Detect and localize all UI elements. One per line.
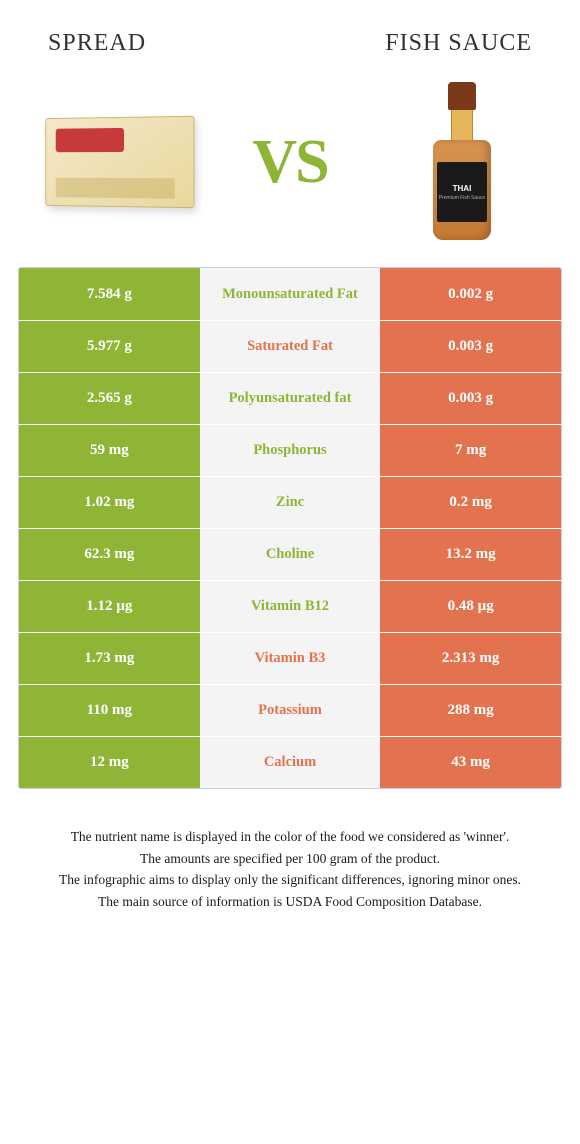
comparison-table: 7.584 gMonounsaturated Fat0.002 g5.977 g…: [18, 267, 562, 789]
nutrient-label: Polyunsaturated fat: [200, 373, 381, 424]
right-product-title: Fish sauce: [385, 30, 532, 57]
left-value: 110 mg: [19, 685, 200, 736]
left-value: 2.565 g: [19, 373, 200, 424]
nutrient-label: Vitamin B3: [200, 633, 381, 684]
right-value: 0.002 g: [380, 268, 561, 320]
nutrient-label: Calcium: [200, 737, 381, 788]
table-row: 110 mgPotassium288 mg: [19, 684, 561, 736]
left-value: 12 mg: [19, 737, 200, 788]
nutrient-label: Phosphorus: [200, 425, 381, 476]
footnotes: The nutrient name is displayed in the co…: [18, 827, 562, 911]
footnote-line: The nutrient name is displayed in the co…: [28, 827, 552, 847]
left-value: 1.12 µg: [19, 581, 200, 632]
table-row: 1.02 mgZinc0.2 mg: [19, 476, 561, 528]
right-value: 7 mg: [380, 425, 561, 476]
left-value: 7.584 g: [19, 268, 200, 320]
nutrient-label: Zinc: [200, 477, 381, 528]
table-row: 1.73 mgVitamin B32.313 mg: [19, 632, 561, 684]
product-images-row: VS THAI Premium Fish Sauce: [18, 77, 562, 267]
nutrient-label: Saturated Fat: [200, 321, 381, 372]
table-row: 59 mgPhosphorus7 mg: [19, 424, 561, 476]
left-value: 62.3 mg: [19, 529, 200, 580]
vs-label: VS: [252, 127, 327, 198]
table-row: 62.3 mgCholine13.2 mg: [19, 528, 561, 580]
right-value: 0.48 µg: [380, 581, 561, 632]
nutrient-label: Choline: [200, 529, 381, 580]
right-value: 43 mg: [380, 737, 561, 788]
table-row: 12 mgCalcium43 mg: [19, 736, 561, 788]
table-row: 1.12 µgVitamin B120.48 µg: [19, 580, 561, 632]
table-row: 7.584 gMonounsaturated Fat0.002 g: [19, 268, 561, 320]
right-value: 0.2 mg: [380, 477, 561, 528]
footnote-line: The infographic aims to display only the…: [28, 870, 552, 890]
right-value: 13.2 mg: [380, 529, 561, 580]
spread-image: [38, 87, 198, 237]
spread-box-graphic: [45, 116, 194, 208]
right-value: 288 mg: [380, 685, 561, 736]
left-value: 59 mg: [19, 425, 200, 476]
right-value: 0.003 g: [380, 321, 561, 372]
right-value: 2.313 mg: [380, 633, 561, 684]
footnote-line: The main source of information is USDA F…: [28, 892, 552, 912]
footnote-line: The amounts are specified per 100 gram o…: [28, 849, 552, 869]
left-value: 1.73 mg: [19, 633, 200, 684]
left-product-title: Spread: [48, 30, 146, 57]
nutrient-label: Potassium: [200, 685, 381, 736]
header: Spread Fish sauce: [18, 20, 562, 77]
fish-sauce-image: THAI Premium Fish Sauce: [382, 87, 542, 237]
nutrient-label: Vitamin B12: [200, 581, 381, 632]
left-value: 5.977 g: [19, 321, 200, 372]
nutrient-label: Monounsaturated Fat: [200, 268, 381, 320]
bottle-graphic: THAI Premium Fish Sauce: [432, 82, 492, 242]
bottle-brand: THAI: [453, 184, 472, 193]
left-value: 1.02 mg: [19, 477, 200, 528]
bottle-subtext: Premium Fish Sauce: [439, 195, 485, 201]
table-row: 5.977 gSaturated Fat0.003 g: [19, 320, 561, 372]
right-value: 0.003 g: [380, 373, 561, 424]
table-row: 2.565 gPolyunsaturated fat0.003 g: [19, 372, 561, 424]
